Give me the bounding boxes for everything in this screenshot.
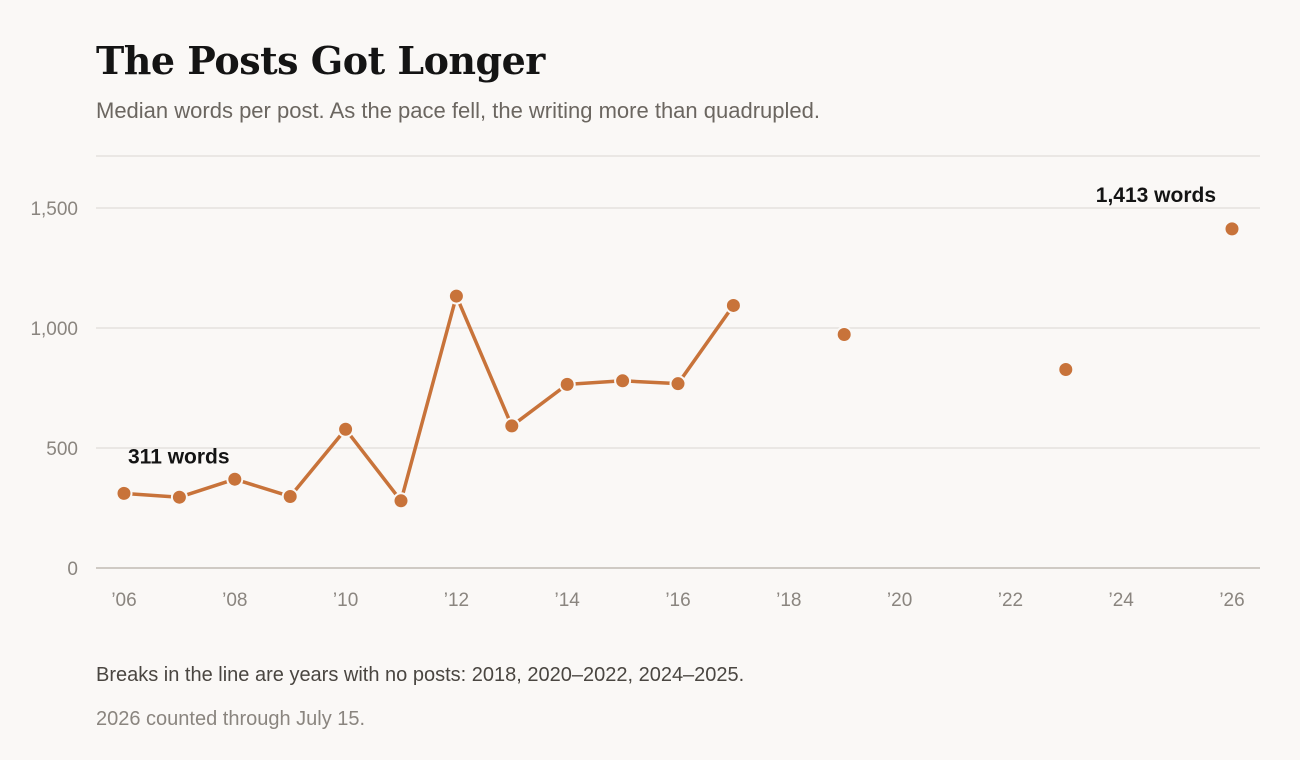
data-point: [447, 287, 465, 305]
series-points: [115, 220, 1241, 510]
line-segment: [233, 477, 292, 499]
x-tick-label: ’06: [111, 590, 136, 611]
line-segment: [565, 379, 625, 387]
x-tick-label: ’16: [665, 590, 690, 611]
data-point: [281, 487, 299, 505]
data-annotation: 1,413 words: [1096, 184, 1216, 207]
data-point: [1223, 220, 1241, 238]
chart-subtitle: Median words per post. As the pace fell,…: [96, 98, 820, 123]
data-point: [614, 372, 632, 390]
line-segment: [343, 427, 403, 503]
series-lines: [122, 294, 736, 503]
breaks-note: Breaks in the line are years with no pos…: [96, 664, 745, 686]
annotations: 311 words 1,413 words: [128, 184, 1216, 468]
chart-title: The Posts Got Longer: [96, 38, 545, 83]
x-axis-ticks: ’06 ’08 ’10 ’12 ’14 ’16 ’18 ’20 ’22 ’24 ’26: [111, 590, 1244, 611]
line-segment: [288, 427, 348, 499]
y-axis-ticks: 0 500 1,000 1,500: [30, 199, 78, 580]
data-point: [337, 420, 355, 438]
x-tick-label: ’20: [887, 590, 912, 611]
y-tick-label: 0: [67, 559, 78, 580]
line-segment: [122, 491, 182, 499]
data-point: [115, 484, 133, 502]
y-tick-label: 500: [46, 439, 78, 460]
data-point: [558, 375, 576, 393]
line-segment: [454, 294, 514, 428]
data-point: [724, 296, 742, 314]
data-point: [835, 325, 853, 343]
data-point: [226, 470, 244, 488]
x-tick-label: ’10: [333, 590, 358, 611]
data-point: [392, 492, 410, 510]
x-tick-label: ’08: [222, 590, 247, 611]
line-segment: [676, 303, 736, 386]
y-tick-label: 1,000: [30, 319, 78, 340]
data-point: [1057, 361, 1075, 379]
line-segment: [177, 477, 237, 499]
line-segment: [620, 379, 680, 386]
x-tick-label: ’12: [444, 590, 469, 611]
data-point: [503, 417, 521, 435]
x-tick-label: ’18: [776, 590, 801, 611]
line-segment: [510, 382, 569, 428]
data-point: [669, 375, 687, 393]
data-annotation: 311 words: [128, 445, 230, 468]
x-tick-label: ’24: [1109, 590, 1135, 611]
grid-layer: [96, 155, 1260, 569]
data-point: [170, 488, 188, 506]
y-tick-label: 1,500: [30, 199, 78, 220]
line-segment: [399, 294, 459, 503]
x-tick-label: ’26: [1219, 590, 1244, 611]
x-tick-label: ’22: [998, 590, 1023, 611]
x-tick-label: ’14: [555, 590, 581, 611]
partial-year-note: 2026 counted through July 15.: [96, 708, 366, 730]
